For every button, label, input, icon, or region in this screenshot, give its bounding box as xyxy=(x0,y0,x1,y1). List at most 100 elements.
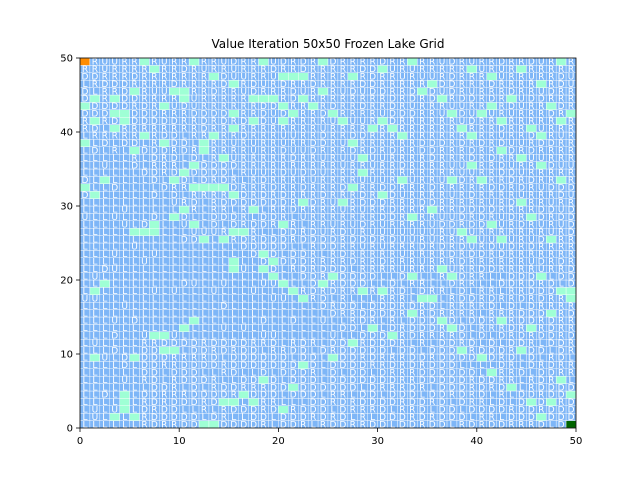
policy-letter: L xyxy=(112,420,117,430)
policy-letter: R xyxy=(131,154,137,164)
policy-letter: D xyxy=(528,58,535,68)
policy-letter: U xyxy=(102,58,109,68)
policy-letter: R xyxy=(399,184,405,194)
policy-letter: R xyxy=(350,58,356,68)
policy-letter: D xyxy=(161,354,168,364)
policy-letter: D xyxy=(161,339,168,349)
policy-letter: R xyxy=(489,58,495,68)
policy-letter: L xyxy=(122,413,127,423)
policy-letter: U xyxy=(469,169,476,179)
policy-letter: R xyxy=(300,80,306,90)
policy-letter: R xyxy=(439,324,445,334)
policy-letter: R xyxy=(370,132,376,142)
policy-letter: L xyxy=(92,361,97,371)
policy-letter: D xyxy=(449,58,456,68)
policy-letter: L xyxy=(132,420,137,430)
policy-letter: D xyxy=(270,102,277,112)
policy-letter: R xyxy=(181,58,187,68)
policy-letter: R xyxy=(419,58,425,68)
policy-letter: L xyxy=(102,287,107,297)
policy-letter: R xyxy=(548,58,554,68)
policy-letter: U xyxy=(488,110,495,120)
policy-letter: R xyxy=(479,58,485,68)
policy-letter: D xyxy=(329,58,336,68)
x-tick-label: 30 xyxy=(371,436,384,447)
policy-letter: U xyxy=(498,243,505,253)
policy-letter: L xyxy=(241,398,246,408)
policy-letter: D xyxy=(181,102,188,112)
policy-letter: D xyxy=(508,102,515,112)
x-tick-label: 40 xyxy=(470,436,483,447)
policy-letter: D xyxy=(369,332,376,342)
policy-letter: R xyxy=(340,124,346,134)
policy-letter: R xyxy=(112,132,118,142)
policy-letter: D xyxy=(280,58,287,68)
policy-letter: D xyxy=(260,102,267,112)
policy-letter: U xyxy=(92,295,99,305)
cell-hole xyxy=(119,398,130,406)
policy-letter: D xyxy=(548,110,555,120)
y-tick-label: 10 xyxy=(60,350,73,361)
policy-letter: R xyxy=(231,132,237,142)
policy-letter: R xyxy=(409,280,415,290)
policy-letter: L xyxy=(360,295,365,305)
policy-letter: D xyxy=(498,58,505,68)
policy-letter: R xyxy=(379,124,385,134)
x-tick-label: 10 xyxy=(173,436,186,447)
policy-letter: R xyxy=(528,332,534,342)
policy-letter: R xyxy=(479,184,485,194)
policy-letter: R xyxy=(211,58,217,68)
policy-letter: D xyxy=(91,124,98,134)
policy-letter: R xyxy=(469,73,475,83)
policy-letter: R xyxy=(538,280,544,290)
policy-letter: U xyxy=(469,58,476,68)
policy-letter: D xyxy=(111,117,118,127)
policy-letter: L xyxy=(291,295,296,305)
policy-letter: D xyxy=(240,235,247,245)
policy-letter: D xyxy=(429,302,436,312)
policy-letter: D xyxy=(91,102,98,112)
policy-letter: L xyxy=(102,184,107,194)
policy-letter: R xyxy=(419,95,425,105)
policy-letter: U xyxy=(359,176,366,186)
policy-letter: L xyxy=(261,272,266,282)
policy-letter: R xyxy=(548,243,554,253)
policy-letter: L xyxy=(201,243,206,253)
policy-letter: R xyxy=(360,58,366,68)
policy-letter: L xyxy=(192,324,197,334)
policy-letter: L xyxy=(301,302,306,312)
policy-letter: R xyxy=(161,110,167,120)
policy-letter: D xyxy=(498,124,505,134)
policy-letter: L xyxy=(509,391,514,401)
policy-letter: U xyxy=(270,58,277,68)
chart-title: Value Iteration 50x50 Frozen Lake Grid xyxy=(211,37,444,51)
policy-letter: R xyxy=(459,132,465,142)
policy-letter: R xyxy=(518,73,524,83)
policy-letter: U xyxy=(191,228,198,238)
policy-letter: R xyxy=(508,58,514,68)
policy-letter: L xyxy=(251,213,256,223)
policy-letter: R xyxy=(290,117,296,127)
policy-letter: L xyxy=(152,235,157,245)
policy-letter: R xyxy=(310,58,316,68)
policy-letter: R xyxy=(201,191,207,201)
policy-letter: R xyxy=(171,58,177,68)
policy-letter: L xyxy=(519,354,524,364)
y-tick-label: 40 xyxy=(60,128,73,139)
policy-letter: R xyxy=(320,95,326,105)
policy-letter: R xyxy=(231,87,237,97)
policy-letter: D xyxy=(181,213,188,223)
policy-letter: R xyxy=(469,139,475,149)
policy-letter: R xyxy=(429,58,435,68)
policy-letter: R xyxy=(171,354,177,364)
policy-letter: L xyxy=(92,198,97,208)
policy-letter: R xyxy=(151,73,157,83)
policy-letter: R xyxy=(399,58,405,68)
policy-letter: R xyxy=(568,58,574,68)
policy-letter: R xyxy=(211,191,217,201)
policy-letter: D xyxy=(131,95,138,105)
policy-letter: L xyxy=(142,139,147,149)
policy-letter: R xyxy=(221,406,227,416)
policy-letter: D xyxy=(538,139,545,149)
